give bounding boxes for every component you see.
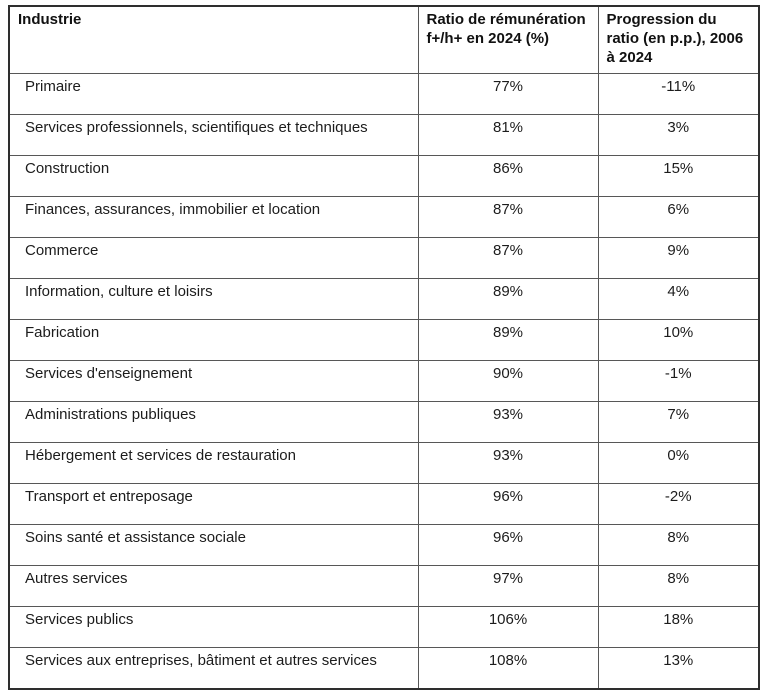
ratio-cell: 89%	[417, 277, 599, 320]
table-row: Services professionnels, scientifiques e…	[8, 113, 760, 156]
pay-ratio-table: Industrie Ratio de rémunération f+/h+ en…	[8, 5, 760, 690]
table-row: Finances, assurances, immobilier et loca…	[8, 195, 760, 238]
progression-cell: 4%	[597, 277, 760, 320]
table-row: Information, culture et loisirs 89% 4%	[8, 277, 760, 320]
progression-cell: 10%	[597, 318, 760, 361]
page: { "chart_data": { "type": "table", "titl…	[0, 5, 768, 690]
table-row: Fabrication 89% 10%	[8, 318, 760, 361]
progression-cell: 13%	[597, 646, 760, 690]
col-header-industrie: Industrie	[8, 5, 419, 74]
progression-cell: 8%	[597, 564, 760, 607]
ratio-cell: 108%	[417, 646, 599, 690]
industry-cell: Fabrication	[8, 318, 419, 361]
table-row: Services d'enseignement 90% -1%	[8, 359, 760, 402]
col-header-ratio-remuneration: Ratio de rémunération f+/h+ en 2024 (%)	[417, 5, 599, 74]
table-row: Autres services 97% 8%	[8, 564, 760, 607]
industry-cell: Autres services	[8, 564, 419, 607]
header-row: Industrie Ratio de rémunération f+/h+ en…	[8, 5, 760, 74]
ratio-cell: 106%	[417, 605, 599, 648]
progression-cell: 8%	[597, 523, 760, 566]
industry-cell: Services professionnels, scientifiques e…	[8, 113, 419, 156]
industry-cell: Finances, assurances, immobilier et loca…	[8, 195, 419, 238]
table-body: Primaire 77% -11% Services professionnels, …	[8, 72, 760, 690]
ratio-cell: 96%	[417, 523, 599, 566]
col-header-progression-ratio: Progression du ratio (en p.p.), 2006 à 2…	[597, 5, 760, 74]
industry-cell: Primaire	[8, 72, 419, 115]
ratio-cell: 87%	[417, 236, 599, 279]
progression-cell: 15%	[597, 154, 760, 197]
ratio-cell: 89%	[417, 318, 599, 361]
table-row: Primaire 77% -11%	[8, 72, 760, 115]
ratio-cell: 97%	[417, 564, 599, 607]
progression-cell: 0%	[597, 441, 760, 484]
progression-cell: 3%	[597, 113, 760, 156]
progression-cell: 6%	[597, 195, 760, 238]
progression-cell: -1%	[597, 359, 760, 402]
table-row: Construction 86% 15%	[8, 154, 760, 197]
ratio-cell: 96%	[417, 482, 599, 525]
industry-cell: Administrations publiques	[8, 400, 419, 443]
progression-cell: 18%	[597, 605, 760, 648]
progression-cell: -2%	[597, 482, 760, 525]
ratio-cell: 87%	[417, 195, 599, 238]
industry-cell: Transport et entreposage	[8, 482, 419, 525]
table-row: Soins santé et assistance sociale 96% 8%	[8, 523, 760, 566]
progression-cell: 9%	[597, 236, 760, 279]
industry-cell: Information, culture et loisirs	[8, 277, 419, 320]
table-header: Industrie Ratio de rémunération f+/h+ en…	[8, 5, 760, 74]
ratio-cell: 90%	[417, 359, 599, 402]
table-row: Transport et entreposage 96% -2%	[8, 482, 760, 525]
industry-cell: Services publics	[8, 605, 419, 648]
industry-cell: Soins santé et assistance sociale	[8, 523, 419, 566]
industry-cell: Services d'enseignement	[8, 359, 419, 402]
table-row: Services publics 106% 18%	[8, 605, 760, 648]
progression-cell: -11%	[597, 72, 760, 115]
ratio-cell: 86%	[417, 154, 599, 197]
industry-cell: Commerce	[8, 236, 419, 279]
table-row: Services aux entreprises, bâtiment et au…	[8, 646, 760, 690]
ratio-cell: 93%	[417, 441, 599, 484]
table-row: Administrations publiques 93% 7%	[8, 400, 760, 443]
industry-cell: Hébergement et services de restauration	[8, 441, 419, 484]
table-row: Commerce 87% 9%	[8, 236, 760, 279]
ratio-cell: 81%	[417, 113, 599, 156]
ratio-cell: 93%	[417, 400, 599, 443]
progression-cell: 7%	[597, 400, 760, 443]
industry-cell: Construction	[8, 154, 419, 197]
industry-cell: Services aux entreprises, bâtiment et au…	[8, 646, 419, 690]
table-row: Hébergement et services de restauration 9…	[8, 441, 760, 484]
ratio-cell: 77%	[417, 72, 599, 115]
